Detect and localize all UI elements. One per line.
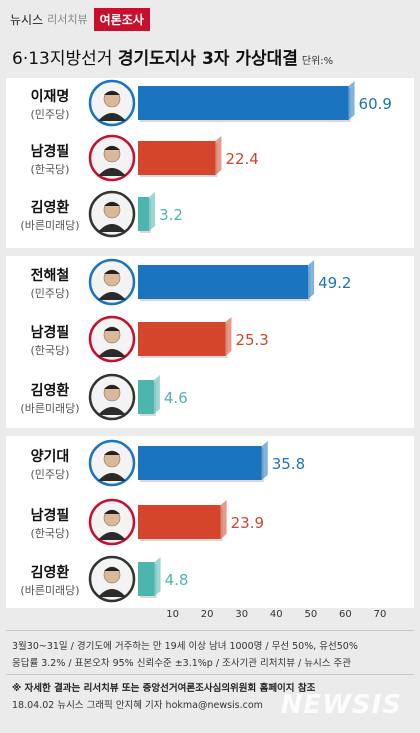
- title-prefix: 6·13지방선거: [12, 49, 118, 69]
- photo-suit: [98, 113, 126, 121]
- candidate-name: 전해철: [31, 267, 70, 284]
- photo-suit: [98, 532, 126, 540]
- photo-hair: [104, 91, 120, 95]
- candidate-name: 김영환: [31, 199, 70, 216]
- photo-hair: [104, 202, 120, 206]
- candidate-name: 김영환: [31, 382, 70, 399]
- candidate-name: 남경필: [31, 507, 70, 524]
- candidate-party: (바른미래당): [20, 584, 79, 597]
- photo-hair: [104, 146, 120, 150]
- x-tick-label: 60: [339, 609, 352, 620]
- photo-hair: [104, 567, 120, 571]
- header-tag: 뉴시스 리서치뷰 여론조사: [6, 7, 150, 31]
- data-label: 23.9: [231, 514, 264, 532]
- candidate-name: 김영환: [31, 564, 70, 581]
- bar: [138, 265, 309, 299]
- footer-credit: 18.04.02 뉴시스 그래픽 안지혜 기자 hokma@newsis.com: [12, 700, 263, 711]
- candidate-party: (한국당): [31, 163, 70, 176]
- photo-suit: [98, 349, 126, 357]
- data-label: 3.2: [159, 206, 183, 224]
- photo-hair: [104, 451, 120, 455]
- chart-title: 6·13지방선거 경기도지사 3자 가상대결 단위:%: [12, 44, 333, 69]
- footer-note: ※ 자세한 결과는 리서치뷰 또는 중앙선거여론조사심의위원회 홈페이지 참조: [12, 683, 316, 694]
- candidate-party: (한국당): [31, 344, 70, 357]
- bar-bevel: [220, 500, 227, 539]
- bar: [138, 141, 216, 175]
- candidate-name: 이재명: [31, 88, 70, 105]
- x-tick-label: 10: [166, 609, 179, 620]
- chart-svg: 이재명 (민주당) 60.9 남경필 (한국당) 22.4 김영환 (바른미래당) 3.2 전해철…: [20, 79, 392, 620]
- photo-suit: [98, 292, 126, 300]
- photo-suit: [98, 473, 126, 481]
- photo-suit: [98, 168, 126, 176]
- x-tick-label: 70: [374, 609, 387, 620]
- candidate-party: (민주당): [31, 287, 70, 300]
- photo-suit: [98, 407, 126, 415]
- candidate-party: (바른미래당): [20, 402, 79, 415]
- candidate-party: (한국당): [31, 527, 70, 540]
- data-label: 4.8: [165, 571, 189, 589]
- bar: [138, 505, 221, 539]
- bar-bevel: [225, 317, 232, 356]
- bar: [138, 446, 262, 480]
- title-main: 경기도지사 3자 가상대결: [117, 49, 298, 69]
- brand-sub: 리서치뷰: [47, 13, 88, 26]
- data-label: 49.2: [318, 274, 351, 292]
- candidate-name: 남경필: [31, 143, 70, 160]
- survey-notes: 3월30~31일 / 경기도에 거주하는 만 19세 이상 남녀 1000명 /…: [12, 638, 358, 672]
- photo-hair: [104, 510, 120, 514]
- bar: [138, 197, 150, 231]
- photo-suit: [98, 224, 126, 232]
- bar-bevel: [149, 192, 156, 231]
- candidate-name: 남경필: [31, 324, 70, 341]
- bar: [138, 562, 155, 596]
- data-label: 60.9: [359, 95, 392, 113]
- candidate-name: 양기대: [31, 449, 70, 465]
- unit-label: 단위:%: [301, 56, 334, 67]
- bar-bevel: [348, 81, 355, 120]
- footer-separator: [6, 674, 414, 675]
- newsis-watermark: NEWSIS: [280, 690, 402, 720]
- notes-line-2: 응답률 3.2% / 표본오차 95% 신뢰수준 ±3.1%p / 조사기관 리…: [12, 658, 351, 669]
- brand-name: 뉴시스: [10, 12, 44, 27]
- bar-bevel: [154, 557, 161, 596]
- candidate-party: (바른미래당): [20, 219, 79, 232]
- x-tick-label: 50: [304, 609, 317, 620]
- data-label: 25.3: [235, 331, 268, 349]
- data-label: 35.8: [272, 455, 305, 473]
- bar: [138, 380, 154, 414]
- notes-separator: [6, 630, 414, 631]
- bar-bevel: [261, 441, 268, 480]
- x-tick-label: 30: [235, 609, 248, 620]
- photo-hair: [104, 327, 120, 331]
- data-label: 4.6: [164, 389, 188, 407]
- photo-hair: [104, 385, 120, 389]
- bar-bevel: [308, 260, 315, 299]
- data-label: 22.4: [225, 150, 258, 168]
- bar-bevel: [215, 136, 222, 175]
- bar-bevel: [153, 375, 160, 414]
- candidate-party: (민주당): [31, 468, 70, 481]
- candidate-party: (민주당): [31, 108, 70, 121]
- bar: [138, 86, 349, 120]
- photo-hair: [104, 270, 120, 274]
- poll-tag: 여론조사: [93, 7, 150, 31]
- x-tick-label: 20: [201, 609, 214, 620]
- notes-line-1: 3월30~31일 / 경기도에 거주하는 만 19세 이상 남녀 1000명 /…: [12, 641, 358, 652]
- x-tick-label: 40: [270, 609, 283, 620]
- photo-suit: [98, 589, 126, 597]
- bar: [138, 322, 226, 356]
